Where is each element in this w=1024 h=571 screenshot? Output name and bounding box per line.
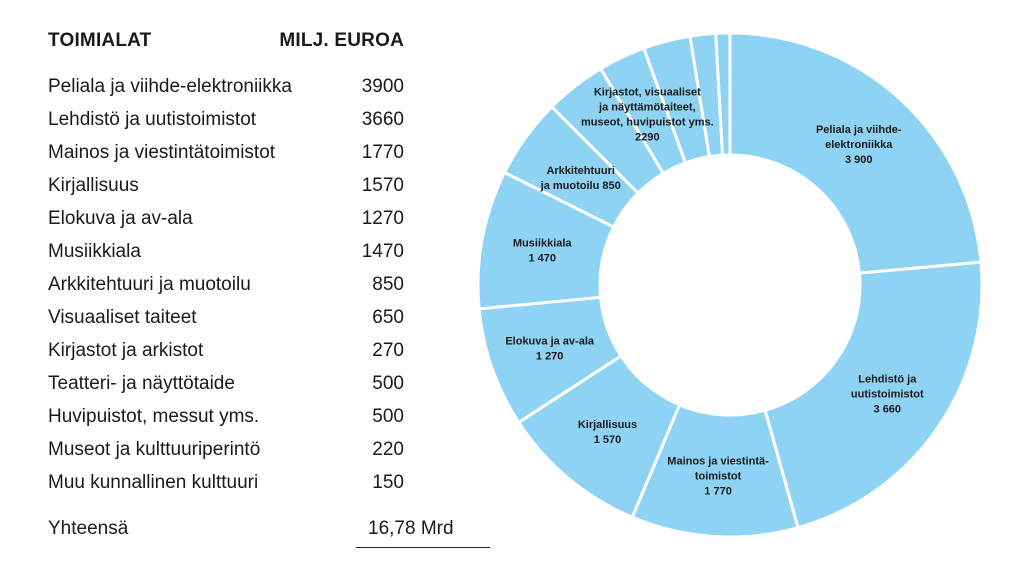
table-row: Kirjastot ja arkistot 270	[48, 340, 404, 370]
row-label: Kirjallisuus	[48, 175, 139, 196]
row-value: 500	[372, 373, 404, 394]
row-label: Huvipuistot, messut yms.	[48, 406, 260, 427]
total-underline	[356, 547, 490, 548]
total-label: Yhteensä	[48, 518, 129, 539]
row-label: Lehdistö ja uutistoimistot	[48, 109, 257, 130]
row-value: 3900	[361, 76, 404, 97]
segment-label: Kirjastot, visuaaliset ja näyttämötaiteet…	[581, 86, 714, 143]
row-label: Elokuva ja av-ala	[48, 208, 193, 229]
row-label: Arkkitehtuuri ja muotoilu	[48, 274, 251, 295]
row-value: 150	[372, 472, 404, 493]
row-value: 500	[372, 406, 404, 427]
row-value: 220	[372, 439, 404, 460]
row-label: Muu kunnallinen kulttuuri	[48, 472, 259, 493]
donut-segment	[763, 260, 984, 530]
row-value: 850	[372, 274, 404, 295]
segment-label: Arkkitehtuuri ja muotoilu 850	[540, 165, 621, 192]
row-label: Kirjastot ja arkistot	[48, 340, 204, 361]
table-row: Arkkitehtuuri ja muotoilu 850	[48, 274, 404, 304]
segment-label: Lehdistö ja uutistoimistot 3 660	[851, 373, 924, 415]
row-value: 1470	[361, 241, 404, 262]
row-label: Mainos ja viestintätoimistot	[48, 142, 276, 163]
table-row: Visuaaliset taiteet 650	[48, 307, 404, 337]
row-label: Peliala ja viihde-elektroniikka	[48, 76, 292, 97]
table-row: Kirjallisuus 1570	[48, 175, 404, 205]
table-row: Elokuva ja av-ala 1270	[48, 208, 404, 238]
row-label: Museot ja kulttuuriperintö	[48, 439, 261, 460]
table-row: Teatteri- ja näyttötaide 500	[48, 373, 404, 403]
row-value: 1270	[361, 208, 404, 229]
row-label: Visuaaliset taiteet	[48, 307, 197, 328]
donut-segment	[714, 31, 732, 157]
industry-table: TOIMIALAT MILJ. EUROA Peliala ja viihde-…	[0, 0, 500, 571]
row-value: 1570	[361, 175, 404, 196]
row-label: Teatteri- ja näyttötaide	[48, 373, 235, 394]
row-value: 1770	[361, 142, 404, 163]
segment-label: Mainos ja viestintä-toimistot 1 770	[667, 456, 769, 498]
total-value: 16,78 Mrd	[368, 518, 454, 539]
column-header-million-euros: MILJ. EUROA	[279, 30, 404, 51]
table-row: Musiikkiala 1470	[48, 241, 404, 271]
table-row: Muu kunnallinen kulttuuri 150	[48, 472, 404, 502]
segment-label: Elokuva ja av-ala 1 270	[505, 335, 595, 362]
table-row: Lehdistö ja uutistoimistot 3660	[48, 109, 404, 139]
table-row: Huvipuistot, messut yms. 500	[48, 406, 404, 436]
segment-label: Peliala ja viihde-elektroniikka 3 900	[816, 124, 902, 166]
row-value: 650	[372, 307, 404, 328]
segment-label: Musiikkiala 1 470	[513, 238, 573, 265]
segment-label: Kirjallisuus 1 570	[578, 419, 637, 446]
table-row: Peliala ja viihde-elektroniikka 3900	[48, 76, 404, 106]
row-value: 3660	[361, 109, 404, 130]
donut-segment	[728, 31, 983, 275]
row-label: Musiikkiala	[48, 241, 141, 262]
column-header-industries: TOIMIALAT	[48, 30, 152, 51]
table-row: Museot ja kulttuuriperintö 220	[48, 439, 404, 469]
table-row: Mainos ja viestintätoimistot 1770	[48, 142, 404, 172]
row-value: 270	[372, 340, 404, 361]
